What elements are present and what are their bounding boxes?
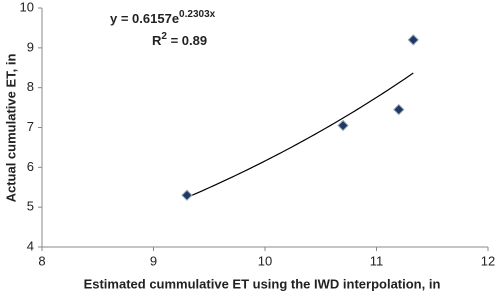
x-tick-label: 9 (150, 253, 157, 268)
x-tick-label: 10 (258, 253, 272, 268)
y-axis-label: Actual cumulative ET, in (3, 54, 18, 203)
trendline (186, 72, 414, 199)
r-symbol: R (152, 33, 162, 48)
eq-base: e (172, 11, 179, 26)
point (181, 189, 193, 201)
x-tick-label: 8 (38, 253, 45, 268)
y-tick-label: 8 (27, 79, 34, 94)
x-axis-label: Estimated cummulative ET using the IWD i… (84, 276, 441, 291)
y-tick-label: 5 (27, 199, 34, 214)
r-value: 0.89 (182, 33, 207, 48)
r-equals: = (167, 33, 182, 48)
y-tick-label: 6 (27, 159, 34, 174)
x-tick-label: 12 (481, 253, 495, 268)
point (407, 34, 420, 46)
y-tick-label: 7 (27, 119, 34, 134)
y-tick-label: 9 (27, 39, 34, 54)
eq-coefficient: 0.6157 (132, 11, 172, 26)
trend-equation: y = 0.6157e0.2303x (110, 9, 216, 27)
eq-variable: x (210, 9, 216, 20)
point (393, 103, 405, 116)
r-power: 2 (161, 31, 167, 42)
eq-exponent: 0.2303 (179, 9, 210, 20)
eq-prefix: y = (110, 11, 132, 26)
r-squared: R2 = 0.89 (152, 31, 207, 49)
y-tick-label: 10 (20, 0, 34, 14)
y-tick-label: 4 (27, 238, 34, 253)
x-tick-label: 11 (370, 253, 384, 268)
point (337, 119, 349, 132)
